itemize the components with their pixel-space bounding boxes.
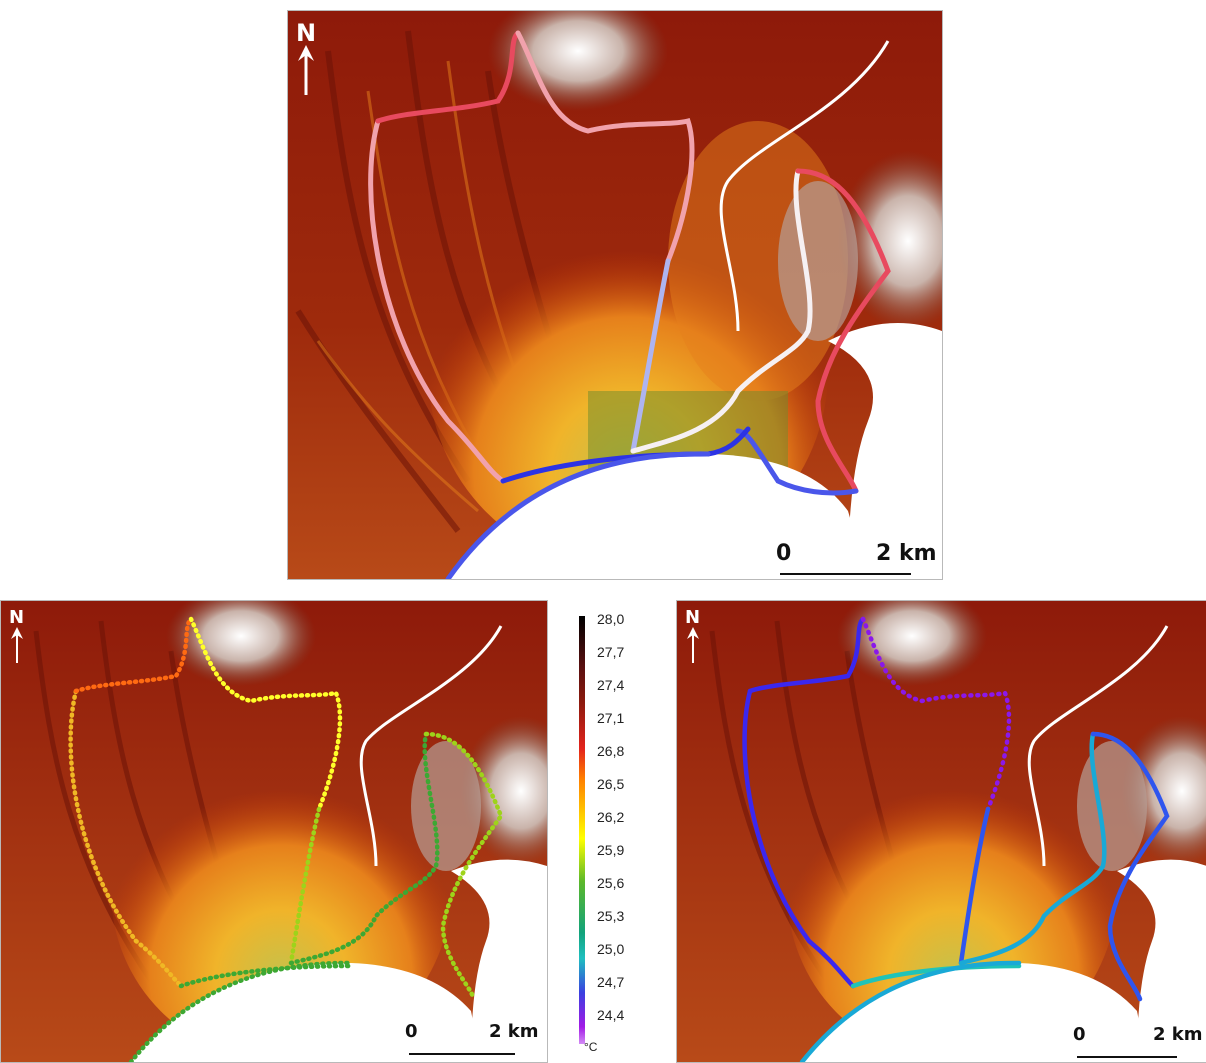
legend-tick: 24,7	[597, 974, 625, 990]
scale-bar: 0 2 km	[776, 541, 941, 575]
legend-tick: 25,0	[597, 941, 625, 957]
legend-tick: 25,9	[597, 842, 625, 858]
scale-end: 2 km	[1153, 1024, 1203, 1045]
scale-start: 0	[405, 1021, 418, 1042]
north-label: N	[685, 607, 701, 628]
scale-line	[780, 573, 911, 575]
terrain-map	[1, 601, 547, 1062]
legend-tick: 25,6	[597, 875, 625, 891]
legend-tick: 26,5	[597, 776, 625, 792]
map-panel-bottom-right[interactable]: N 0 2 km	[676, 600, 1206, 1063]
scale-end: 2 km	[489, 1021, 539, 1042]
terrain-map	[677, 601, 1206, 1062]
route-bottom-right	[742, 616, 1170, 1062]
north-arrow: N	[685, 609, 700, 663]
scale-start: 0	[1073, 1024, 1086, 1045]
legend-tick: 27,7	[597, 644, 625, 660]
legend-tick: 28,0	[597, 611, 625, 627]
legend-tick: 27,1	[597, 710, 625, 726]
temperature-legend: 28,0 27,7 27,4 27,1 26,8 26,5 26,2 25,9 …	[577, 611, 647, 1054]
route-top	[368, 30, 891, 579]
north-arrow: N	[9, 609, 24, 663]
north-arrow-icon	[298, 45, 315, 95]
legend-tick: 26,8	[597, 743, 625, 759]
map-panel-bottom-left[interactable]: N 0 2 km	[0, 600, 548, 1063]
legend-tick: 26,2	[597, 809, 625, 825]
scale-line	[409, 1053, 515, 1055]
legend-unit: °C	[584, 1040, 598, 1054]
scale-start: 0	[776, 541, 792, 566]
north-label: N	[296, 19, 317, 47]
north-arrow: N	[296, 21, 316, 95]
north-arrow-icon	[686, 627, 699, 663]
legend-tick: 24,4	[597, 1007, 625, 1023]
terrain-map	[288, 11, 942, 579]
scale-bar: 0 2 km	[1073, 1024, 1206, 1058]
route-bottom-left	[68, 616, 504, 1062]
legend-tick: 27,4	[597, 677, 625, 693]
north-arrow-icon	[10, 627, 23, 663]
legend-color-ramp	[579, 616, 585, 1044]
scale-bar: 0 2 km	[405, 1021, 545, 1055]
scale-end: 2 km	[876, 541, 937, 566]
north-label: N	[9, 607, 25, 628]
scale-line	[1077, 1056, 1177, 1058]
map-panel-top[interactable]: N 0 2 km	[287, 10, 943, 580]
legend-tick: 25,3	[597, 908, 625, 924]
